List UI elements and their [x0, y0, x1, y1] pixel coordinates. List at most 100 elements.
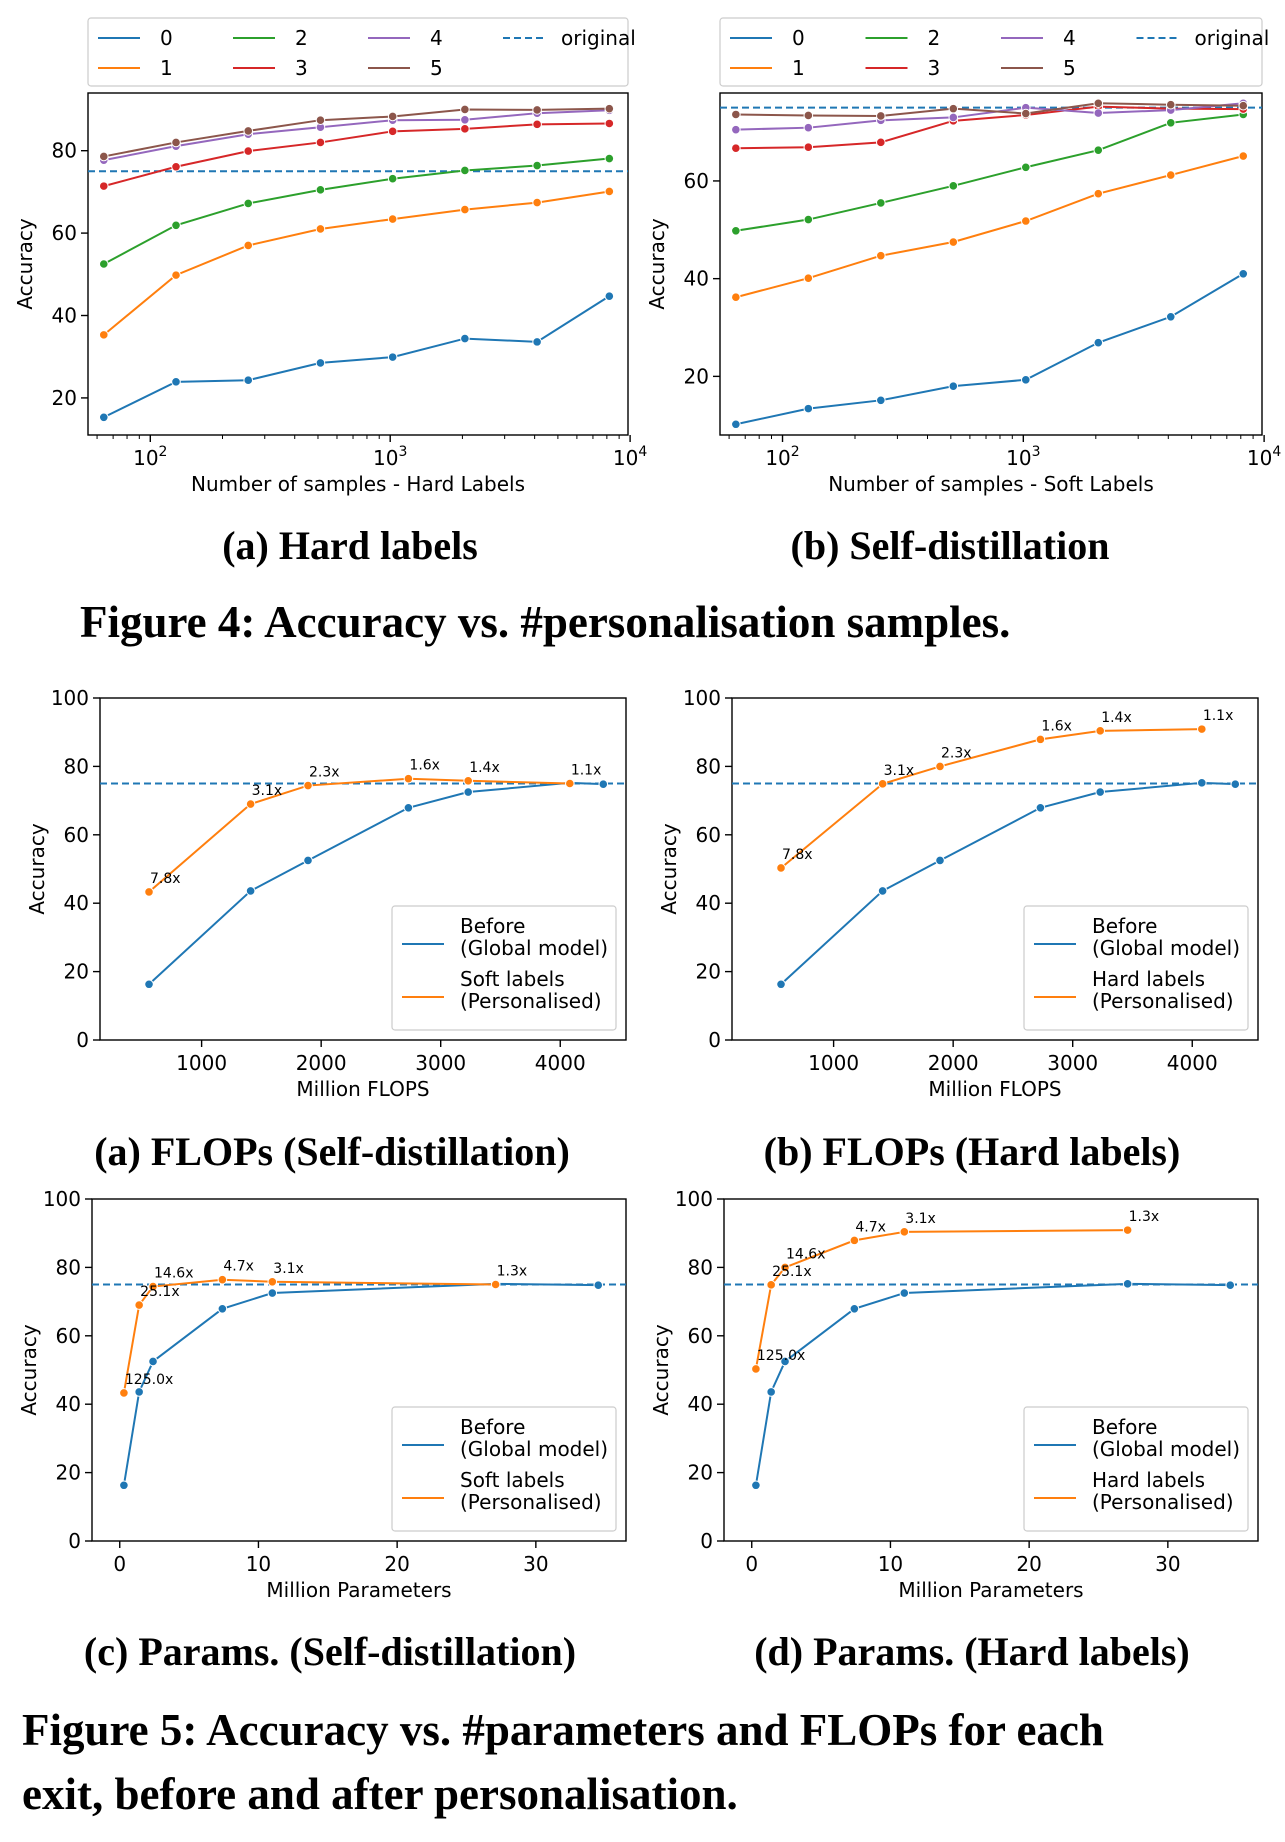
data-point [463, 775, 474, 786]
fig4-subcaption-b: (b) Self-distillation [790, 523, 1110, 568]
data-point [134, 1300, 144, 1310]
y-tick-label: 20 [52, 386, 77, 410]
legend-label: 4 [430, 26, 443, 50]
speedup-label: 14.6x [786, 1246, 825, 1262]
data-point [1093, 188, 1104, 199]
speedup-label: 3.1x [273, 1261, 304, 1277]
data-point [1238, 151, 1249, 161]
plot-frame [91, 1198, 627, 1542]
x-tick-label: 10 [878, 1552, 903, 1576]
y-tick-label: 40 [56, 1392, 81, 1416]
data-point [460, 114, 470, 125]
data-point [243, 146, 254, 156]
data-point [803, 110, 814, 121]
speedup-label: 2.3x [941, 745, 972, 761]
data-point [1035, 734, 1046, 745]
legend-label: 0 [160, 26, 173, 50]
data-point [731, 292, 741, 303]
data-point [935, 855, 945, 866]
legend-label: (Personalised) [1092, 989, 1234, 1013]
data-point [463, 787, 474, 797]
legend-label: Hard labels [1092, 967, 1205, 991]
data-point [877, 886, 888, 896]
data-point [948, 181, 959, 191]
data-point [731, 109, 741, 120]
legend: Before(Global model) Hard labels(Personal… [1023, 1406, 1249, 1532]
series-0 [731, 268, 1249, 430]
data-point [604, 291, 615, 301]
data-point [598, 779, 609, 789]
series-line [148, 777, 570, 893]
data-point [1093, 108, 1104, 118]
data-point [776, 863, 786, 873]
x-axis-label: Million FLOPS [296, 1077, 429, 1101]
y-tick-label: 80 [56, 1255, 81, 1279]
legend: 0 1 2 3 4 5 original [87, 17, 636, 87]
data-point [565, 778, 575, 789]
data-point [1020, 374, 1031, 385]
data-point [948, 237, 959, 247]
data-point [877, 779, 888, 789]
speedup-label: 1.3x [1129, 1209, 1160, 1225]
series-line [735, 102, 1244, 117]
data-point [948, 103, 959, 114]
speedup-label: 1.1x [571, 763, 602, 779]
data-point [217, 1274, 228, 1285]
data-point [267, 1288, 278, 1298]
data-point [1020, 162, 1031, 173]
legend-label: 2 [295, 26, 308, 50]
legend: Before(Global model) Soft labels(Personal… [391, 905, 617, 1031]
x-tick-label: 104 [1247, 444, 1281, 470]
y-axis-label: Accuracy [13, 218, 37, 309]
data-point [1165, 118, 1176, 128]
legend-label: 5 [430, 56, 443, 80]
x-tick-label: 1000 [808, 1051, 859, 1075]
plot-frame [99, 697, 627, 1041]
legend-label: 2 [928, 26, 941, 50]
data-point [243, 126, 254, 136]
data-point [243, 240, 254, 251]
data-point [403, 773, 414, 784]
legend-label: Before [460, 914, 525, 938]
series-3 [98, 118, 615, 191]
fig5-subcaption-a: (a) FLOPs (Self-distillation) [94, 1129, 570, 1174]
data-point [766, 1387, 776, 1397]
plot-frame [719, 92, 1263, 436]
data-point [217, 1303, 228, 1314]
legend-label: Soft labels [460, 1468, 565, 1492]
series-hard-labels: 7.8x 3.1x 2.3x 1.6x 1.4x 1.1x [776, 708, 1233, 873]
speedup-label: 14.6x [154, 1266, 193, 1282]
data-point [267, 1276, 278, 1287]
y-tick-label: 0 [68, 1529, 81, 1553]
speedup-label: 3.1x [252, 783, 283, 799]
data-point [751, 1364, 761, 1374]
x-tick-label: 4000 [535, 1051, 586, 1075]
series-2 [98, 153, 615, 269]
data-point [1165, 99, 1176, 110]
data-point [1093, 337, 1104, 348]
series-line [754, 1229, 1128, 1370]
data-point [315, 115, 326, 125]
x-tick-label: 0 [113, 1552, 126, 1576]
data-point [460, 333, 470, 344]
y-tick-label: 20 [64, 960, 89, 984]
y-axis-label: Accuracy [649, 1324, 673, 1415]
data-point [98, 181, 109, 191]
legend: Before(Global model) Hard labels(Personal… [1023, 905, 1249, 1031]
x-tick-label: 3000 [1047, 1051, 1098, 1075]
series-4 [98, 105, 615, 165]
series-1 [98, 186, 615, 340]
data-point [899, 1288, 910, 1298]
data-point [803, 122, 814, 133]
series-line [735, 272, 1244, 426]
series-line [103, 122, 610, 188]
legend-label: 5 [1063, 56, 1076, 80]
series-1 [731, 151, 1249, 303]
data-point [119, 1388, 129, 1398]
x-tick-label: 2000 [296, 1051, 347, 1075]
speedup-label: 7.8x [150, 871, 181, 887]
y-tick-label: 40 [52, 304, 77, 328]
legend-label: 4 [1063, 26, 1076, 50]
legend-label: Soft labels [460, 967, 565, 991]
legend-label: (Global model) [1092, 1437, 1240, 1461]
